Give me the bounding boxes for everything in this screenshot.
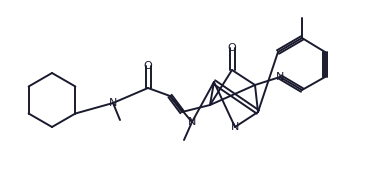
Text: N: N bbox=[188, 117, 196, 127]
Text: O: O bbox=[228, 43, 236, 53]
Text: O: O bbox=[144, 61, 152, 71]
Text: N: N bbox=[231, 122, 239, 132]
Text: N: N bbox=[109, 98, 117, 108]
Text: N: N bbox=[276, 72, 284, 82]
